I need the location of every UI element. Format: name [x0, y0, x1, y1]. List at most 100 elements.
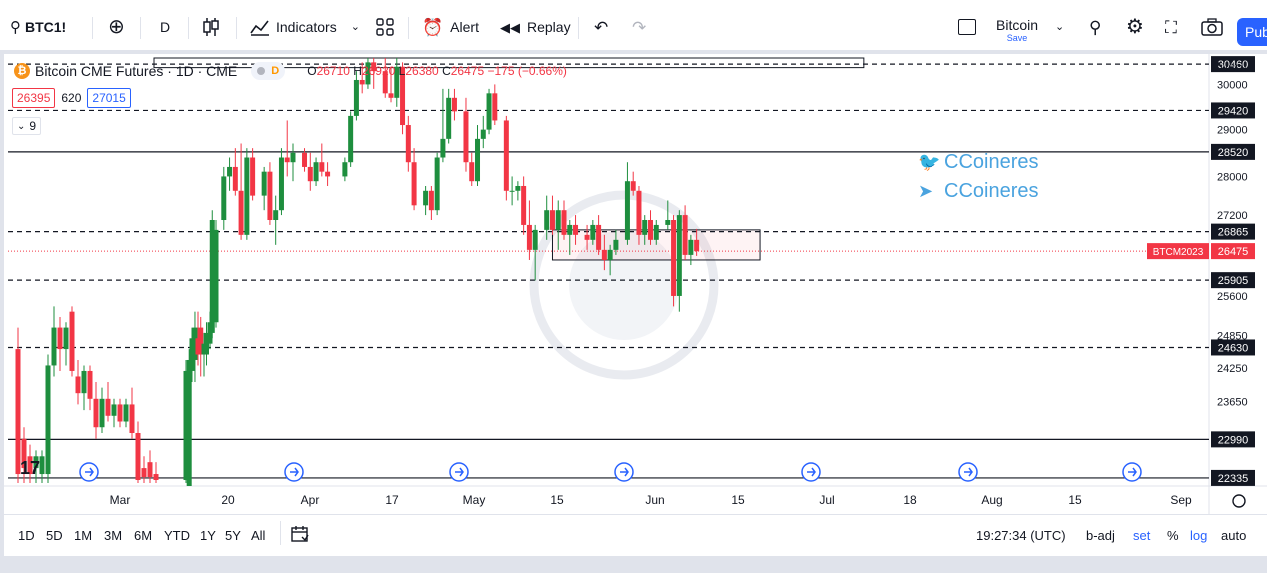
settings-button[interactable]: ⚙: [1126, 14, 1144, 40]
candle-body: [601, 249, 607, 260]
candle-body: [469, 162, 475, 182]
candle-body: [21, 438, 27, 469]
range-1m[interactable]: 1M: [74, 528, 93, 543]
candle-body: [135, 432, 141, 481]
candle-body: [463, 111, 469, 163]
candle-body: [446, 97, 452, 139]
layout-name-button[interactable]: Bitcoin Save: [996, 18, 1038, 48]
candle-body: [129, 404, 135, 433]
toolbar-divider: [408, 17, 409, 39]
snapshot-button[interactable]: [1201, 14, 1223, 40]
quick-search-icon: ⚲: [1089, 17, 1102, 37]
candle-body: [186, 359, 192, 486]
log-scale-toggle[interactable]: log: [1190, 528, 1208, 543]
compare-button[interactable]: ⊕: [108, 14, 125, 40]
publish-button[interactable]: Pub: [1237, 18, 1267, 46]
indicators-button[interactable]: Indicators ⌄: [250, 14, 360, 40]
back-adjust-toggle[interactable]: b-adj: [1086, 528, 1115, 543]
layout-templates-button[interactable]: [376, 14, 394, 40]
interval-pill[interactable]: D: [251, 62, 286, 80]
chart-pane[interactable]: 30000 29000 28000 27200 25600 24850 24250 23650…: [0, 54, 1267, 514]
arrow-right-icon: [964, 467, 973, 477]
redo-button[interactable]: ↷: [632, 14, 646, 40]
candle-body: [359, 79, 365, 85]
range-5d[interactable]: 5D: [46, 528, 63, 543]
range-1d[interactable]: 1D: [18, 528, 35, 543]
arrow-right-icon: [85, 467, 94, 477]
candle-body: [486, 93, 492, 130]
clock-readout[interactable]: 19:27:34 (UTC): [976, 528, 1066, 543]
open-label: O: [307, 64, 317, 78]
fullscreen-button[interactable]: ⛶: [1165, 14, 1177, 40]
last-price-value: 26475: [1218, 246, 1249, 258]
sell-price-button[interactable]: 26395: [12, 88, 56, 108]
candle-body: [613, 239, 619, 250]
candle-body: [475, 138, 481, 182]
chevron-down-icon: ⌄: [1055, 20, 1065, 33]
candle-body: [521, 185, 527, 225]
redo-icon: ↷: [632, 17, 647, 37]
x-tick-label: Jul: [819, 493, 834, 507]
candle-body: [207, 322, 213, 344]
range-6m[interactable]: 6M: [134, 528, 153, 543]
alert-label: Alert: [450, 19, 479, 35]
percent-scale-toggle[interactable]: %: [1167, 528, 1179, 543]
top-resistance-box: [153, 57, 865, 69]
range-ytd[interactable]: YTD: [164, 528, 190, 543]
x-tick-label: Sep: [1170, 493, 1192, 507]
undo-button[interactable]: ↶: [594, 14, 608, 40]
candle-body: [555, 210, 561, 230]
layout-checkbox[interactable]: [958, 14, 976, 40]
series-title[interactable]: Bitcoin CME Futures · 1D · CME: [35, 63, 238, 79]
candle-body: [302, 152, 308, 167]
high-label: H: [353, 64, 362, 78]
range-all[interactable]: All: [251, 528, 266, 543]
level-price-label: 26865: [1218, 227, 1249, 239]
y-tick-label: 24250: [1217, 363, 1248, 375]
watermark-social: 🐦 CCoineres ➤ CCoineres: [918, 148, 1038, 206]
candle-body: [99, 398, 105, 428]
high-value: 26920: [361, 64, 396, 78]
level-price-badge: [1211, 102, 1255, 119]
candle-body: [105, 398, 111, 416]
alert-button[interactable]: ⏰ Alert: [422, 14, 479, 40]
quick-search-button[interactable]: ⚲: [1089, 14, 1101, 40]
range-3m[interactable]: 3M: [104, 528, 123, 543]
range-1y[interactable]: 1Y: [200, 528, 216, 543]
candle-body: [624, 181, 630, 240]
level-price-badge: [1211, 469, 1255, 486]
candle-body: [141, 468, 147, 478]
candle-body: [227, 166, 233, 177]
x-tick-label: 17: [385, 493, 399, 507]
level-price-badge: [1211, 56, 1255, 73]
candle-body: [509, 190, 515, 192]
toolbar-divider: [188, 17, 189, 39]
camera-icon: [1201, 18, 1223, 36]
indicators-toggle[interactable]: ⌄ 9: [12, 117, 42, 135]
price-chart[interactable]: 3000029000280002720025600248502425023650…: [4, 54, 1267, 514]
spread-value: 620: [61, 91, 82, 105]
change-value: −175 (−0.66%): [487, 64, 567, 78]
y-tick-label: 27200: [1217, 210, 1248, 222]
auto-scale-toggle[interactable]: auto: [1221, 528, 1247, 543]
arrow-right-icon: [807, 467, 816, 477]
axis-settings-gear-icon[interactable]: [1232, 494, 1246, 508]
candle-body: [221, 176, 227, 221]
settlement-toggle[interactable]: set: [1133, 528, 1151, 543]
layout-menu-button[interactable]: ⌄: [1055, 14, 1064, 40]
range-5y[interactable]: 5Y: [225, 528, 241, 543]
candle-body: [33, 456, 39, 469]
candle-body: [238, 190, 244, 235]
goto-date-button[interactable]: [290, 524, 310, 547]
chart-type-button[interactable]: [202, 14, 220, 40]
symbol-search-button[interactable]: ⚲ BTC1!: [10, 14, 66, 40]
replay-button[interactable]: ◀◀ Replay: [500, 14, 571, 40]
candle-body: [630, 181, 636, 191]
currency-selector[interactable]: USD˅: [1220, 63, 1250, 75]
buy-price-button[interactable]: 27015: [87, 88, 131, 108]
level-price-label: 30460: [1218, 59, 1249, 71]
interval-button[interactable]: D: [160, 14, 170, 40]
bitcoin-logo-icon: ₿: [14, 63, 30, 79]
candle-body: [440, 138, 446, 158]
plus-circle-icon: ⊕: [108, 16, 125, 38]
